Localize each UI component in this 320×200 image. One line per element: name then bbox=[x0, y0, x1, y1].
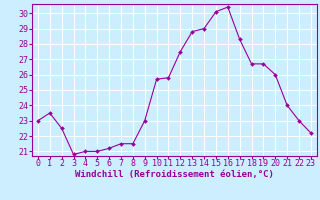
X-axis label: Windchill (Refroidissement éolien,°C): Windchill (Refroidissement éolien,°C) bbox=[75, 170, 274, 179]
